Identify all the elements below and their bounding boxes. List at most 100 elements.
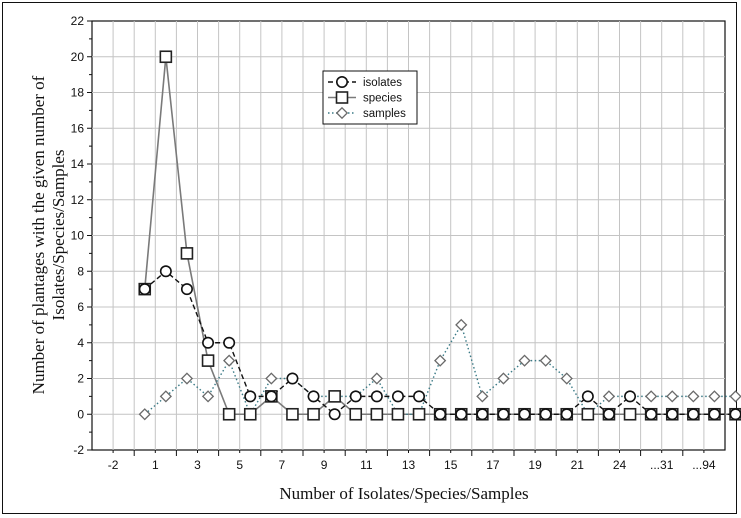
x-tick-label: 11 <box>360 458 373 472</box>
samples-point <box>666 390 679 403</box>
species-point <box>307 407 320 421</box>
isolates-point <box>645 408 658 421</box>
legend-label-species: species <box>363 93 402 105</box>
samples-point <box>138 408 151 421</box>
species-point <box>412 407 426 421</box>
samples-point <box>455 318 468 331</box>
species-point <box>623 407 637 421</box>
species-point <box>328 390 341 403</box>
x-tick-label: 19 <box>528 458 542 472</box>
y-axis-title-line2: Isolates/Species/Samples <box>49 150 68 321</box>
isolates-point <box>180 283 193 296</box>
isolates-point <box>476 408 489 421</box>
x-tick-label: 13 <box>402 458 416 472</box>
isolates-point <box>497 408 510 421</box>
samples-point <box>180 372 194 385</box>
legend-marker-species <box>335 91 349 104</box>
samples-point <box>729 390 741 403</box>
isolates-point <box>202 336 215 349</box>
isolates-point <box>666 408 679 421</box>
species-point <box>222 407 236 421</box>
species-point <box>159 50 173 64</box>
x-tick-label: 21 <box>571 458 585 472</box>
x-tick-label: ...31 <box>650 458 674 472</box>
samples-point <box>497 372 510 385</box>
x-tick-labels: -2 1 3 5 7 9 11 13 15 17 19 21 24 ...31 ...94 <box>108 458 716 472</box>
y-tick-label: 2 <box>77 372 84 386</box>
samples-point <box>159 390 172 403</box>
species-point <box>349 407 363 421</box>
samples-point <box>265 372 278 385</box>
samples-point <box>539 354 552 367</box>
legend-label-isolates: isolates <box>363 77 402 89</box>
isolates-point <box>602 408 615 421</box>
y-tick-label: 4 <box>77 336 84 350</box>
samples-point <box>434 354 447 367</box>
species-point <box>201 354 215 367</box>
isolates-markers <box>138 265 741 421</box>
isolates-point <box>370 390 383 403</box>
x-tick-label: -2 <box>108 458 119 472</box>
isolates-point <box>413 390 426 403</box>
y-axis-title-line1: Number of plantages with the given numbe… <box>29 75 48 394</box>
y-tick-label: 12 <box>71 193 85 207</box>
isolates-point <box>624 390 637 403</box>
samples-point <box>645 390 658 403</box>
isolates-point <box>687 408 700 421</box>
y-tick-label: 0 <box>77 407 84 421</box>
samples-point <box>708 390 721 403</box>
isolates-point <box>286 372 299 385</box>
x-tick-label: 3 <box>194 458 201 472</box>
samples-point <box>687 390 700 403</box>
x-tick-label: 17 <box>486 458 500 472</box>
isolates-point <box>349 390 362 403</box>
samples-point <box>223 354 236 367</box>
samples-point <box>201 390 215 403</box>
isolates-point <box>328 408 341 421</box>
isolates-point <box>391 390 404 403</box>
isolates-point <box>518 408 531 421</box>
species-point <box>391 407 405 421</box>
isolates-point <box>159 265 172 278</box>
x-tick-label: ...94 <box>692 458 716 472</box>
isolates-point <box>560 408 573 421</box>
isolates-point <box>223 336 236 349</box>
y-tick-label: 8 <box>77 264 84 278</box>
isolates-point <box>539 408 552 421</box>
samples-point <box>518 354 531 367</box>
isolates-point <box>434 408 447 421</box>
species-point <box>370 407 384 421</box>
isolates-series-line <box>144 270 736 416</box>
legend-marker-isolates <box>335 76 348 89</box>
species-point <box>243 407 257 421</box>
isolates-point <box>244 390 257 403</box>
y-tick-labels: -2 0 2 4 6 8 10 12 14 16 18 20 22 <box>71 14 85 457</box>
isolates-point <box>581 390 594 403</box>
x-tick-label: 15 <box>444 458 458 472</box>
legend: isolates species samples <box>322 70 418 125</box>
isolates-point <box>729 408 741 421</box>
samples-point <box>560 372 573 385</box>
y-tick-label: 6 <box>77 300 84 314</box>
y-tick-label: 16 <box>71 121 85 135</box>
legend-label-samples: samples <box>363 108 406 120</box>
isolates-point <box>265 390 278 403</box>
x-axis-title: Number of Isolates/Species/Samples <box>279 484 528 503</box>
x-tick-label: 1 <box>152 458 159 472</box>
y-tick-label: 20 <box>71 50 85 64</box>
isolates-point <box>138 283 151 296</box>
y-tick-label: -2 <box>73 443 84 457</box>
species-point <box>286 407 299 421</box>
y-tick-label: 10 <box>71 229 85 243</box>
samples-point <box>602 390 616 403</box>
x-tick-label: 9 <box>321 458 328 472</box>
isolates-point <box>307 390 320 403</box>
series-layer <box>138 50 741 421</box>
axis-ticks <box>87 20 705 456</box>
x-tick-label: 7 <box>279 458 286 472</box>
y-tick-label: 22 <box>71 14 85 28</box>
isolates-point <box>455 408 468 421</box>
isolates-point <box>708 408 721 421</box>
x-tick-label: 5 <box>236 458 243 472</box>
